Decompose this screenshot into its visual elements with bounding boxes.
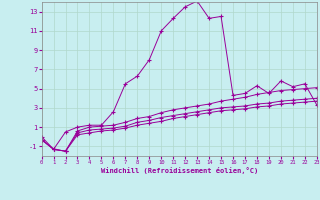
- X-axis label: Windchill (Refroidissement éolien,°C): Windchill (Refroidissement éolien,°C): [100, 167, 258, 174]
